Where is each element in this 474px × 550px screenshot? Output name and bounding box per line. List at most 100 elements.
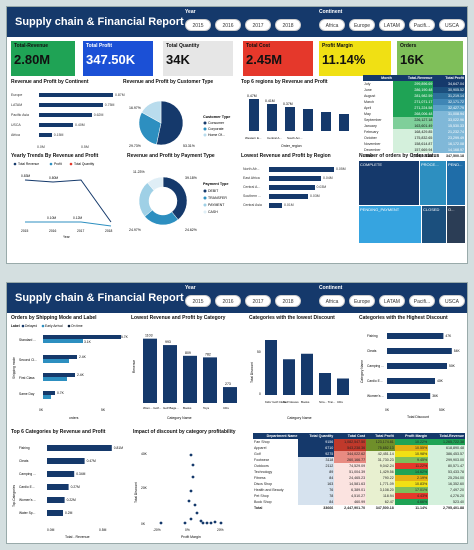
continent-latam[interactable]: LATAM <box>379 295 405 307</box>
year-2018[interactable]: 2018 <box>275 19 301 31</box>
axis-title: Year <box>63 235 71 239</box>
table-cell: Fan Shop <box>254 440 270 444</box>
axis-title: orders <box>69 416 79 420</box>
report-title: Supply chain & Financial Report <box>15 292 184 304</box>
treemap-complete[interactable]: COMPLETE <box>359 161 419 205</box>
category-label: South Am... <box>287 136 303 140</box>
category-label: Wom... Golf... <box>143 406 161 410</box>
year-2017[interactable]: 2017 <box>245 19 271 31</box>
category-label: East Africa <box>243 176 260 180</box>
bar-label: 0.34M <box>76 472 85 476</box>
tick-label: 5K <box>101 408 106 412</box>
tick-label: 0K <box>385 408 390 412</box>
year-slicer-label: Year <box>185 9 196 15</box>
continent-europe[interactable]: Europe <box>349 295 375 307</box>
treemap-pending[interactable]: PEND... <box>447 161 465 205</box>
table-cell: 281,982.59 <box>392 93 434 99</box>
bar <box>47 458 85 464</box>
column-header[interactable]: Profit Margin <box>394 433 429 439</box>
legend-item: Early Arrival <box>45 324 63 328</box>
kpi-total-cost: Total Cost 2.45M <box>243 41 313 76</box>
column-header[interactable]: Total-Revenue <box>392 75 434 81</box>
continent-africa[interactable]: Africa <box>319 19 345 31</box>
table-cell: 543,238.36 <box>334 445 367 451</box>
bar-label: 2.4K <box>79 355 87 359</box>
bar <box>203 357 217 403</box>
year-2015[interactable]: 2015 <box>185 19 211 31</box>
bar-label: 0.47M <box>247 94 257 98</box>
year-2017[interactable]: 2017 <box>245 295 271 307</box>
continent-usca[interactable]: USCA <box>439 295 465 307</box>
tick-label: 0.5M <box>99 528 107 532</box>
table-row: Fan Shop 9156 1,082,547.50 123,174.81 10.22%… <box>253 439 465 445</box>
regions-bar-chart: 0.47M 0.41M 0.37M Western E... Central A… <box>245 94 349 148</box>
column-header[interactable]: Total Profit <box>366 433 395 439</box>
category-label: Toys <box>203 406 210 410</box>
category-label: Books <box>183 406 192 410</box>
table-cell: 268,006.48 <box>392 111 434 117</box>
continent-pacific[interactable]: Pacifi... <box>409 295 435 307</box>
bar-label: 0.47M <box>87 459 96 463</box>
bar <box>269 203 282 208</box>
order-status-treemap: COMPLETE PROCE... PEND... PENDING_PAYMEN… <box>359 161 465 243</box>
bar <box>143 338 157 403</box>
year-2016[interactable]: 2016 <box>215 19 241 31</box>
bar-label: 0.27M <box>71 485 80 489</box>
continent-pacific[interactable]: Pacifi... <box>409 19 435 31</box>
year-2015[interactable]: 2015 <box>185 295 211 307</box>
kpi-label: Profit Margin <box>322 43 353 49</box>
table-row: October 175,832.65 23,299.49 <box>363 135 465 141</box>
year-2016[interactable]: 2016 <box>215 295 241 307</box>
table-cell: 14,581.63 <box>334 481 367 487</box>
year-2018[interactable]: 2018 <box>275 295 301 307</box>
continent-slicer-label: Continent <box>319 9 343 15</box>
kpi-value: 347.50K <box>86 52 136 67</box>
continent-usca[interactable]: USCA <box>439 19 465 31</box>
table-cell: 4.43% <box>394 493 429 499</box>
bar-label: 0.03M <box>316 185 327 189</box>
axis-title: Order_region <box>281 144 302 148</box>
bar <box>183 355 197 403</box>
table-cell: 53,433.78 <box>428 469 465 475</box>
bar <box>303 109 313 131</box>
continent-europe[interactable]: Europe <box>349 19 375 31</box>
treemap-closed[interactable]: CLOSED <box>422 206 446 243</box>
column-header[interactable]: Total Cost <box>334 433 367 439</box>
table-row: May 268,006.48 31,008.94 <box>363 111 465 117</box>
column-header[interactable]: Total Quantity <box>298 433 335 439</box>
column-header[interactable]: Month <box>363 75 393 81</box>
table-cell: 175,832.65 <box>392 135 434 141</box>
bar <box>47 484 69 490</box>
column-header[interactable]: Total Profit <box>433 75 465 81</box>
treemap-other[interactable]: O... <box>447 206 465 243</box>
table-cell: 76 <box>298 487 335 493</box>
continent-latam[interactable]: LATAM <box>379 19 405 31</box>
table-cell: 6710 <box>298 445 335 451</box>
treemap-pending-payment[interactable]: PENDING_PAYMENT <box>359 206 421 243</box>
legend-item: PAYMENT <box>208 203 225 207</box>
category-label: Africa <box>11 133 20 137</box>
table-cell: 89 <box>298 469 335 475</box>
treemap-processing[interactable]: PROCE... <box>420 161 446 205</box>
table-cell: 168,429.85 <box>392 129 434 135</box>
column-header[interactable]: Total-Revenue <box>428 433 465 439</box>
bar <box>301 353 313 395</box>
column-header[interactable]: Department Name <box>253 433 299 439</box>
scatter-chart: Total Discount 40K 20K 0K -20% 0% 20% Pr… <box>134 452 224 539</box>
table-cell: September <box>364 118 382 122</box>
dashboard-page-1: Supply chain & Financial Report Year 201… <box>6 6 468 264</box>
bar-label: 1103 <box>145 334 153 338</box>
ship-mode-chart: Label Delayed Early Arrival On time Ship… <box>11 324 129 420</box>
table-cell: 260,166.77 <box>334 457 367 463</box>
kpi-value: 34K <box>166 52 190 67</box>
table-cell: 386,453.57 <box>428 451 465 457</box>
table-row: December 157,669.94 14,168.97 <box>363 147 465 153</box>
legend-title: Label <box>11 324 20 328</box>
table-row: August 281,982.59 31,219.14 <box>363 93 465 99</box>
table-cell: 618,890.48 <box>428 445 465 451</box>
continent-africa[interactable]: Africa <box>319 295 345 307</box>
table-cell: 84 <box>298 475 335 481</box>
bar <box>47 510 63 516</box>
top6-title: Top 6 Categories by Revenue and Profit <box>11 429 106 435</box>
category-label: LATAM <box>11 103 23 107</box>
